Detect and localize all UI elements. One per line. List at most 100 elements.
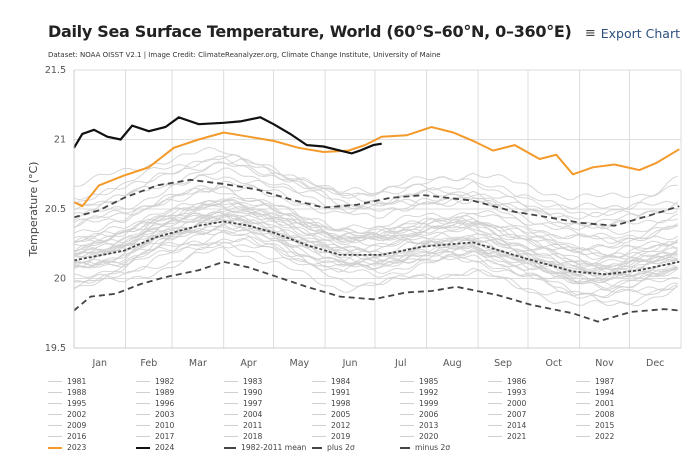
legend-label: 1995 <box>67 399 87 408</box>
legend-item[interactable]: 1999 <box>400 398 488 409</box>
legend-swatch <box>136 436 150 437</box>
legend-item[interactable]: 2014 <box>488 420 576 431</box>
legend-label: 1985 <box>419 377 439 386</box>
series-line-2024 <box>73 116 382 155</box>
legend-item[interactable]: 2023 <box>48 442 136 453</box>
legend-item[interactable]: 1985 <box>400 376 488 387</box>
series-line-1995 <box>73 214 679 285</box>
series-line-2021 <box>73 167 679 220</box>
legend-label: 1986 <box>507 377 527 386</box>
legend-item[interactable]: 1997 <box>224 398 312 409</box>
legend-swatch <box>48 446 62 449</box>
legend-swatch <box>312 425 326 426</box>
legend-swatch <box>400 425 414 426</box>
legend-swatch <box>136 392 150 393</box>
legend-item[interactable]: 1982 <box>136 376 224 387</box>
legend-item[interactable]: 1991 <box>312 387 400 398</box>
x-tick-label: Apr <box>240 358 257 369</box>
legend-item[interactable]: minus 2σ <box>400 442 488 453</box>
legend-item[interactable]: 2009 <box>48 420 136 431</box>
legend-item[interactable]: 2000 <box>488 398 576 409</box>
legend-item[interactable]: 2013 <box>400 420 488 431</box>
legend-item[interactable]: 2006 <box>400 409 488 420</box>
legend-swatch <box>576 425 590 426</box>
legend-item[interactable]: 2015 <box>576 420 664 431</box>
legend-item[interactable]: 1983 <box>224 376 312 387</box>
series-line-2019 <box>73 158 678 218</box>
legend-item[interactable]: 2010 <box>136 420 224 431</box>
legend-item[interactable]: 2024 <box>136 442 224 453</box>
legend-item[interactable]: 2019 <box>312 431 400 442</box>
series-line-2006 <box>73 212 678 257</box>
legend-item[interactable]: 2022 <box>576 431 664 442</box>
legend-label: 1998 <box>331 399 351 408</box>
legend-item[interactable]: 2021 <box>488 431 576 442</box>
legend-label: 1997 <box>243 399 263 408</box>
legend-label: 1982-2011 mean <box>241 443 307 452</box>
legend-item[interactable]: 2012 <box>312 420 400 431</box>
legend-item[interactable]: 2004 <box>224 409 312 420</box>
legend-item[interactable]: 1984 <box>312 376 400 387</box>
legend-item[interactable]: 1981 <box>48 376 136 387</box>
legend-swatch <box>48 436 62 437</box>
legend-label: 2001 <box>595 399 615 408</box>
legend-swatch <box>48 425 62 426</box>
series-line-1996 <box>73 224 678 279</box>
series-line-1983 <box>73 215 678 295</box>
legend-swatch <box>488 414 502 415</box>
legend-item[interactable]: 2016 <box>48 431 136 442</box>
legend-item[interactable]: 2001 <box>576 398 664 409</box>
series-line-plus-2- <box>73 178 680 227</box>
series-line-1999 <box>73 229 678 290</box>
legend-item[interactable]: 1987 <box>576 376 664 387</box>
legend-item[interactable]: 1988 <box>48 387 136 398</box>
legend-item[interactable]: 1986 <box>488 376 576 387</box>
legend-label: 2019 <box>331 432 351 441</box>
series-line-1982 <box>73 237 678 279</box>
legend-swatch <box>400 446 410 449</box>
legend-item[interactable]: 1992 <box>400 387 488 398</box>
legend-swatch <box>136 425 150 426</box>
legend-item[interactable]: 2020 <box>400 431 488 442</box>
legend-item[interactable]: 2002 <box>48 409 136 420</box>
x-tick-label: Sep <box>494 358 512 369</box>
legend-item[interactable]: 1998 <box>312 398 400 409</box>
legend-item[interactable]: 2018 <box>224 431 312 442</box>
legend-item[interactable]: 2005 <box>312 409 400 420</box>
legend-item[interactable]: 1994 <box>576 387 664 398</box>
legend-swatch <box>136 403 150 404</box>
x-tick-label: Oct <box>546 358 563 369</box>
legend-label: 1983 <box>243 377 263 386</box>
series-line-1988 <box>73 222 678 299</box>
legend-label: 2014 <box>507 421 527 430</box>
x-tick-label: Aug <box>443 358 462 369</box>
legend-item[interactable]: 1989 <box>136 387 224 398</box>
legend-label: minus 2σ <box>415 443 451 452</box>
legend-item[interactable]: 2003 <box>136 409 224 420</box>
series-line-minus-2- <box>73 260 680 323</box>
legend-item[interactable]: 2007 <box>488 409 576 420</box>
series-line-1984 <box>73 241 679 307</box>
legend-item[interactable]: 1993 <box>488 387 576 398</box>
legend-label: 2004 <box>243 410 263 419</box>
x-tick-label: Nov <box>595 358 614 369</box>
legend-swatch <box>400 403 414 404</box>
legend-item[interactable]: 2017 <box>136 431 224 442</box>
legend-swatch <box>576 436 590 437</box>
legend-item[interactable]: 1996 <box>136 398 224 409</box>
legend-swatch <box>312 392 326 393</box>
legend-label: 2010 <box>155 421 175 430</box>
export-chart-button[interactable]: ≡ Export Chart <box>585 26 680 41</box>
series-line-2012 <box>73 202 678 260</box>
legend-label: 2013 <box>419 421 439 430</box>
legend-item[interactable]: 1982-2011 mean <box>224 442 312 453</box>
legend-swatch <box>488 425 502 426</box>
legend-item[interactable]: 1990 <box>224 387 312 398</box>
legend-swatch <box>224 425 238 426</box>
legend-item[interactable]: 2008 <box>576 409 664 420</box>
legend-item[interactable]: plus 2σ <box>312 442 400 453</box>
legend-swatch <box>312 414 326 415</box>
legend-item[interactable]: 1995 <box>48 398 136 409</box>
chart-title: Daily Sea Surface Temperature, World (60… <box>48 22 572 41</box>
legend-item[interactable]: 2011 <box>224 420 312 431</box>
